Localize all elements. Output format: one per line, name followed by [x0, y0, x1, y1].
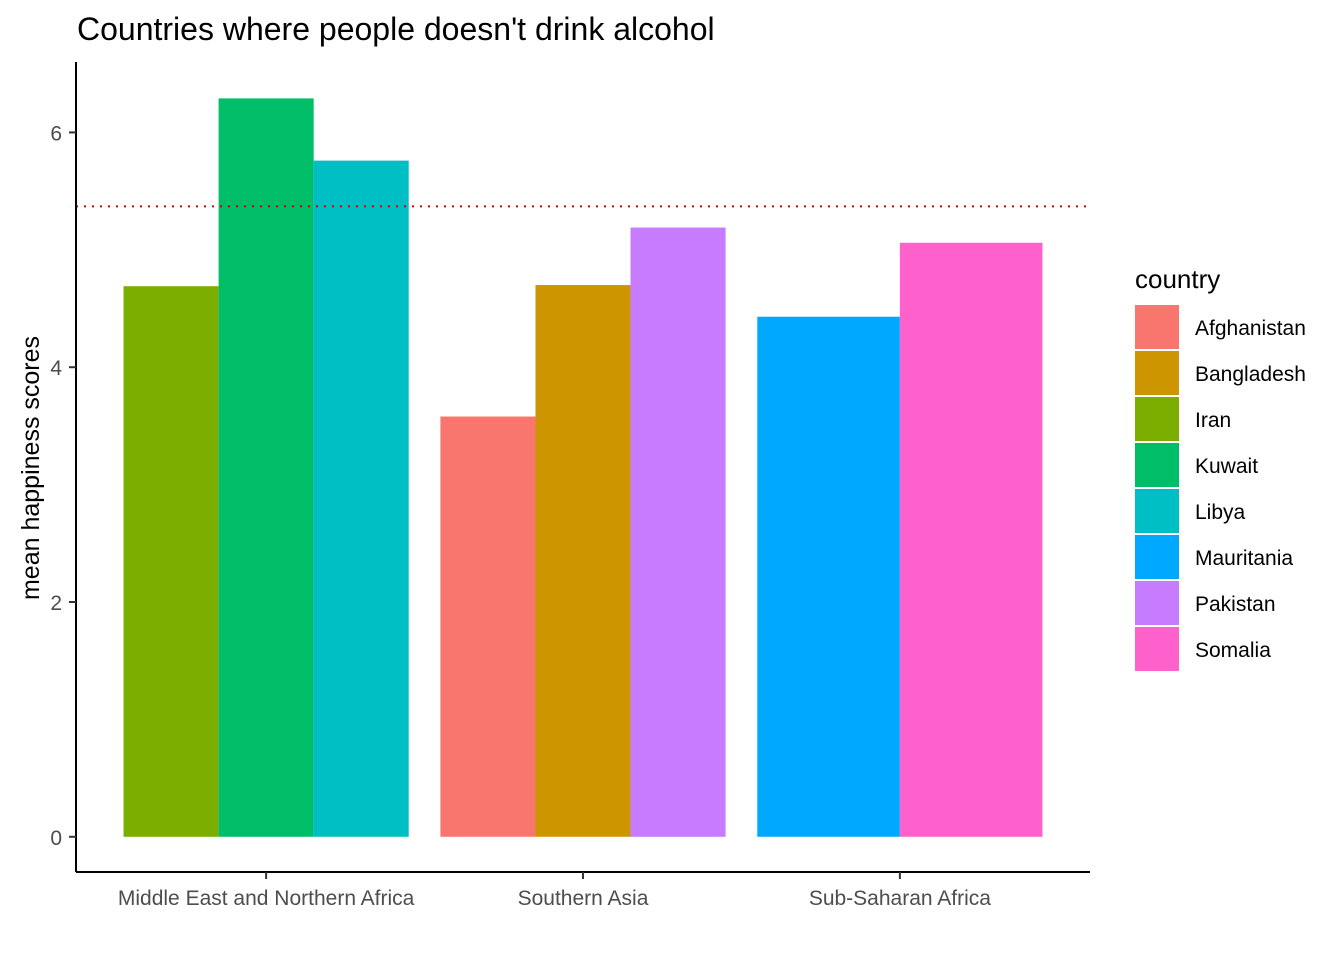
- bar-bangladesh: [535, 285, 631, 837]
- legend-label-kuwait: Kuwait: [1195, 455, 1258, 478]
- x-tick-label: Sub-Saharan Africa: [809, 887, 991, 910]
- y-tick-label: 0: [50, 827, 62, 850]
- axes-layer: 0 2 4 6 Middle East and Northern Africa South…: [50, 62, 1090, 910]
- legend-swatch-mauritania: [1135, 535, 1179, 579]
- legend-swatch-somalia: [1135, 627, 1179, 671]
- y-tick-label: 6: [50, 122, 62, 145]
- y-tick-label: 2: [50, 592, 62, 615]
- legend-swatch-iran: [1135, 397, 1179, 441]
- bar-libya: [313, 160, 409, 837]
- x-tick-label: Southern Asia: [518, 887, 649, 910]
- chart-title: Countries where people doesn't drink alc…: [77, 11, 715, 47]
- bar-kuwait: [218, 98, 314, 837]
- bar-mauritania: [757, 316, 900, 837]
- legend-swatch-bangladesh: [1135, 351, 1179, 395]
- legend-label-bangladesh: Bangladesh: [1195, 363, 1306, 386]
- legend: country Afghanistan Bangladesh Iran Kuwait L…: [1135, 264, 1306, 671]
- legend-title: country: [1135, 264, 1220, 294]
- legend-label-pakistan: Pakistan: [1195, 593, 1276, 616]
- bar-pakistan: [630, 227, 726, 837]
- legend-label-somalia: Somalia: [1195, 639, 1271, 662]
- legend-label-libya: Libya: [1195, 501, 1246, 524]
- legend-swatch-libya: [1135, 489, 1179, 533]
- bars-layer: [123, 98, 1043, 837]
- legend-label-mauritania: Mauritania: [1195, 547, 1293, 570]
- legend-swatch-kuwait: [1135, 443, 1179, 487]
- x-tick-label: Middle East and Northern Africa: [118, 887, 415, 910]
- legend-label-afghanistan: Afghanistan: [1195, 317, 1306, 340]
- y-axis-title: mean happiness scores: [17, 336, 45, 600]
- y-tick-label: 4: [50, 357, 62, 380]
- legend-swatch-pakistan: [1135, 581, 1179, 625]
- bar-afghanistan: [440, 416, 536, 837]
- bar-somalia: [899, 242, 1043, 837]
- legend-swatch-afghanistan: [1135, 305, 1179, 349]
- bar-iran: [123, 286, 219, 837]
- legend-label-iran: Iran: [1195, 409, 1231, 432]
